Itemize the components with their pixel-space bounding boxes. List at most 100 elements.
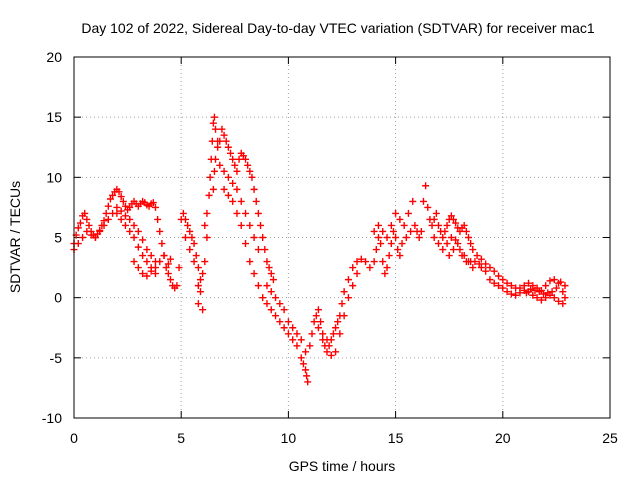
y-tick-label: 5 (54, 230, 62, 246)
data-point (527, 285, 535, 293)
data-point (499, 284, 507, 292)
data-point (130, 258, 138, 266)
data-point (220, 185, 228, 193)
y-tick-label: 10 (46, 169, 62, 185)
data-point (143, 272, 151, 280)
data-point (383, 234, 391, 241)
data-point (486, 264, 494, 272)
data-point (323, 336, 331, 344)
data-point (237, 221, 245, 229)
data-point (329, 330, 337, 338)
data-point (162, 264, 170, 272)
data-point (434, 221, 442, 229)
data-point (302, 366, 310, 374)
data-point (555, 297, 563, 305)
data-point (293, 342, 301, 350)
data-point (344, 276, 352, 284)
data-point (349, 264, 357, 272)
data-point (456, 246, 464, 254)
data-point (139, 236, 147, 244)
data-point (302, 348, 310, 356)
data-point (377, 240, 385, 248)
data-point (96, 227, 104, 235)
data-point (499, 276, 507, 284)
data-point (289, 324, 297, 332)
data-points (70, 113, 569, 386)
data-point (263, 300, 271, 308)
data-point (250, 185, 258, 193)
data-point (156, 227, 164, 235)
x-tick-label: 5 (177, 430, 185, 446)
data-point (559, 300, 567, 308)
data-point (430, 215, 438, 223)
data-point (398, 240, 406, 248)
data-point (121, 212, 129, 220)
data-point (166, 276, 174, 284)
data-point (439, 246, 447, 254)
chart-title: Day 102 of 2022, Sidereal Day-to-day VTE… (81, 20, 594, 36)
data-point (482, 267, 490, 275)
data-point (447, 234, 455, 241)
data-point (224, 191, 232, 199)
data-point (392, 209, 400, 217)
data-point (224, 143, 232, 151)
data-point (424, 203, 432, 211)
data-point (443, 221, 451, 229)
data-point (199, 306, 207, 314)
data-point (304, 378, 312, 386)
data-point (299, 360, 307, 368)
data-point (134, 264, 142, 272)
data-point (400, 221, 408, 229)
data-point (548, 288, 556, 296)
data-point (160, 252, 168, 260)
data-point (143, 258, 151, 266)
data-point (495, 282, 503, 290)
data-point (134, 227, 142, 235)
data-point (552, 284, 560, 292)
data-point (428, 221, 436, 229)
data-point (100, 221, 108, 229)
data-point (91, 234, 99, 241)
data-point (458, 252, 466, 260)
data-point (196, 288, 204, 296)
data-point (265, 264, 273, 272)
data-point (490, 267, 498, 275)
data-point (269, 276, 277, 284)
data-point (242, 209, 250, 217)
data-point (126, 227, 134, 235)
data-point (235, 155, 243, 163)
data-point (212, 155, 220, 163)
data-point (319, 330, 327, 338)
y-tick-label: -5 (50, 350, 63, 366)
data-point (130, 221, 138, 229)
data-point (495, 272, 503, 280)
data-point (338, 300, 346, 308)
data-point (113, 203, 121, 211)
data-point (464, 234, 472, 241)
data-point (516, 284, 524, 292)
data-point (490, 279, 498, 287)
data-point (473, 252, 481, 260)
data-point (209, 185, 217, 193)
data-point (272, 312, 280, 320)
data-point (201, 258, 209, 266)
data-point (248, 173, 256, 181)
data-point (267, 306, 275, 314)
data-point (109, 191, 117, 199)
x-tick-label: 25 (602, 430, 618, 446)
data-point (486, 276, 494, 284)
data-point (199, 270, 207, 278)
data-point (156, 258, 164, 266)
data-point (203, 234, 211, 241)
data-point (267, 288, 275, 296)
data-point (402, 234, 410, 241)
data-point (462, 227, 470, 235)
data-point (147, 267, 155, 275)
data-point (422, 182, 430, 190)
data-point (374, 221, 382, 229)
data-point (216, 137, 224, 145)
data-point (392, 234, 400, 241)
data-point (216, 161, 224, 169)
data-point (467, 240, 475, 248)
data-point (106, 195, 114, 203)
